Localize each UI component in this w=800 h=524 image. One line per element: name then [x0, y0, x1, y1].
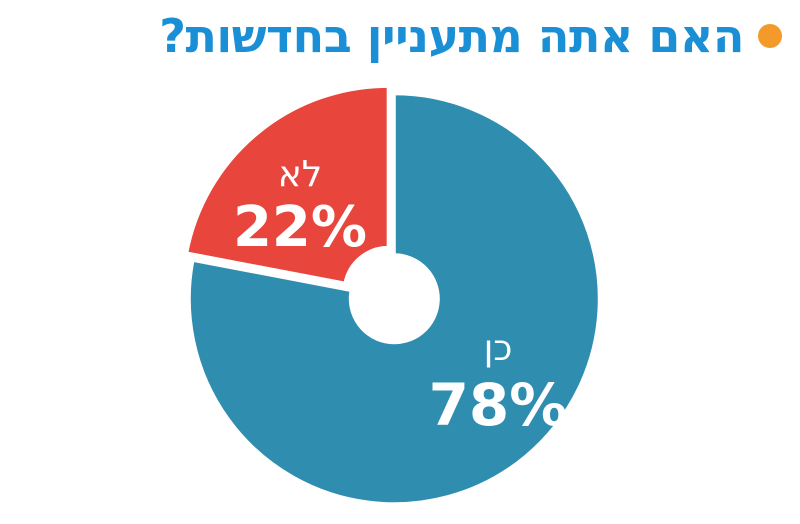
title-bullet-icon	[758, 24, 782, 48]
slice-value-label: 78%	[429, 371, 568, 439]
title-row: האם אתה מתעניין בחדשות?	[159, 6, 782, 66]
pie-slice-no	[185, 84, 390, 285]
slice-name-label: כן	[484, 328, 513, 369]
slice-name-label: לא	[278, 154, 323, 195]
pie-slice-yes	[187, 92, 601, 506]
chart-title: האם אתה מתעניין בחדשות?	[159, 9, 744, 63]
slice-value-label: 22%	[233, 195, 367, 260]
